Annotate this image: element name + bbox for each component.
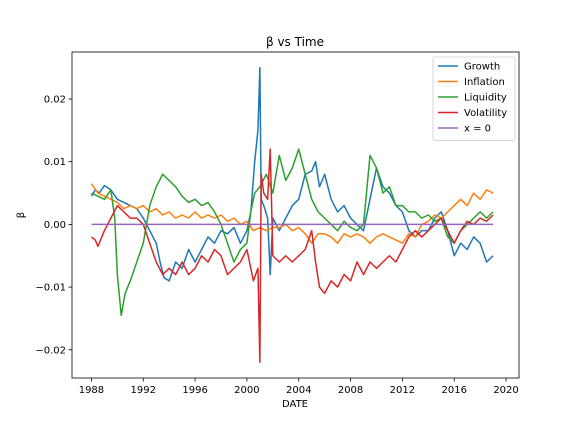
y-tick-label: 0.00 [44, 220, 66, 231]
x-tick-label: 1988 [79, 385, 104, 396]
y-tick-label: −0.02 [35, 345, 66, 356]
series-layer [90, 66, 494, 364]
legend-label: x = 0 [464, 124, 491, 135]
legend-label: Liquidity [464, 93, 507, 104]
x-tick-label: 2020 [493, 385, 518, 396]
series-line-liquidity [91, 148, 494, 317]
y-tick-label: 0.01 [44, 157, 66, 168]
y-tick-label: 0.02 [44, 95, 66, 106]
y-tick-label: −0.01 [35, 283, 66, 294]
legend-label: Inflation [464, 77, 505, 88]
x-axis-label: DATE [282, 399, 308, 410]
x-tick-label: 2016 [441, 385, 466, 396]
plot-frame [71, 51, 520, 379]
x-tick-label: 2004 [286, 385, 311, 396]
chart-title: β vs Time [266, 35, 324, 49]
x-tick-label: 2008 [338, 385, 363, 396]
legend-box [432, 56, 516, 141]
legend-label: Growth [464, 62, 500, 73]
series-line-volatility [90, 148, 494, 364]
x-tick-label: 1996 [182, 385, 207, 396]
series-line-inflation [90, 183, 494, 244]
axes-layer: 1988 1992 1996 2000 2004 2008 2012 2016 2020 −0.0… [35, 51, 520, 396]
x-tick-label: 2012 [390, 385, 415, 396]
y-axis-label: β [16, 212, 27, 218]
legend-label: Volatility [464, 108, 507, 119]
legend: Growth Inflation Liquidity Volatility x = 0 [432, 56, 516, 141]
series-line-growth [90, 66, 494, 282]
x-tick-label: 2000 [234, 385, 259, 396]
plot-area [90, 66, 494, 364]
x-tick-label: 1992 [131, 385, 156, 396]
